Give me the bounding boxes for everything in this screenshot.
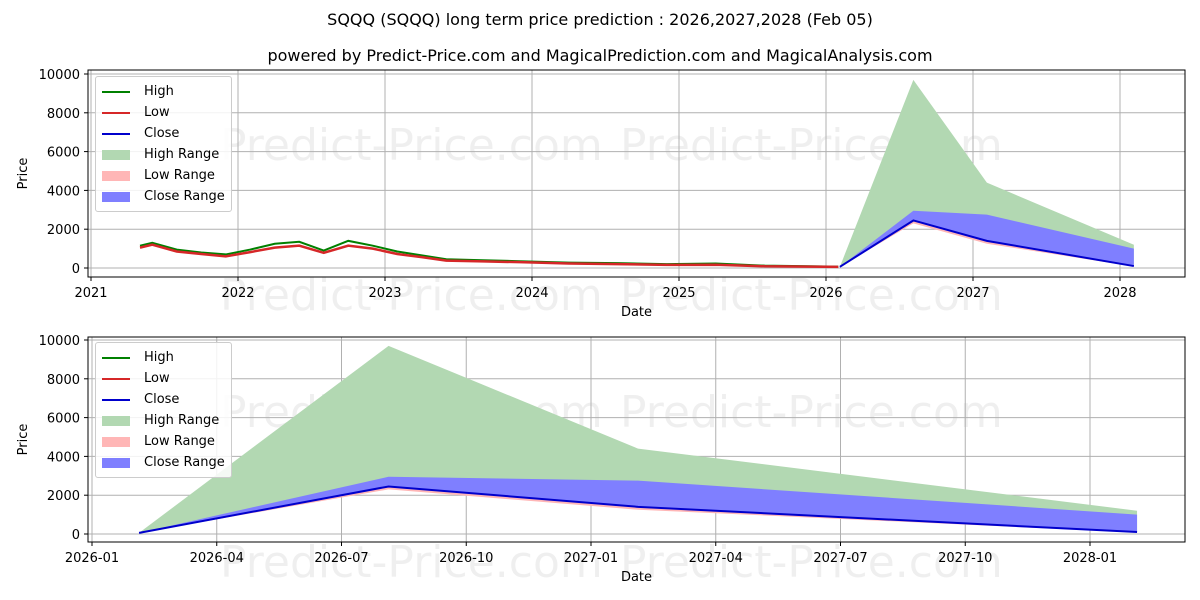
legend-label: Low Range <box>144 434 215 449</box>
legend-bottom: High Low Close High Range Low Range Close Ran… <box>95 342 232 478</box>
x-tick-label: 2027 <box>956 286 989 301</box>
x-tick-label: 2027-10 <box>938 551 992 566</box>
legend-item: High <box>102 81 225 102</box>
x-tick-label: 2026 <box>809 286 842 301</box>
legend-label: High <box>144 84 174 99</box>
low-range-area <box>839 220 1134 267</box>
x-tick-label: 2026-10 <box>439 551 493 566</box>
x-tick-label: 2024 <box>515 286 548 301</box>
legend-item: Close <box>102 389 225 410</box>
legend-item: High Range <box>102 410 225 431</box>
legend-swatch <box>102 436 130 447</box>
x-tick-label: 2021 <box>74 286 107 301</box>
x-tick-label: 2027-07 <box>813 551 867 566</box>
legend-label: High Range <box>144 147 220 162</box>
y-tick-label: 2000 <box>47 223 80 238</box>
legend-swatch <box>102 377 130 380</box>
legend-swatch <box>102 191 130 202</box>
legend-swatch <box>102 149 130 160</box>
plot-area: Predict-Price.com Predict-Price.com Predic… <box>16 68 1186 321</box>
watermark-text: Predict-Price.com <box>220 120 603 171</box>
legend-item: Low <box>102 368 225 389</box>
chart-title: SQQQ (SQQQ) long term price prediction :… <box>327 10 873 29</box>
y-tick-label: 6000 <box>47 412 80 427</box>
legend-label: Close Range <box>144 455 225 470</box>
y-tick-label: 10000 <box>39 68 80 83</box>
legend-item: High <box>102 347 225 368</box>
legend-swatch <box>102 111 130 114</box>
x-tick-label: 2027-04 <box>689 551 743 566</box>
legend-swatch <box>102 457 130 468</box>
legend-swatch <box>102 356 130 359</box>
close-line <box>138 485 1138 534</box>
legend-item: Low Range <box>102 431 225 452</box>
x-tick-label: 2028 <box>1103 286 1136 301</box>
watermark-text: Predict-Price.com <box>220 537 603 588</box>
low-line <box>139 243 839 269</box>
legend-item: Close <box>102 123 225 144</box>
watermark-text: Predict-Price.com <box>620 537 1003 588</box>
x-tick-label: 2028-01 <box>1063 551 1117 566</box>
legend-swatch <box>102 90 130 93</box>
close-line <box>839 219 1135 268</box>
y-tick-label: 8000 <box>47 107 80 122</box>
legend-swatch <box>102 415 130 426</box>
watermark-text: Predict-Price.com <box>620 387 1003 438</box>
legend-swatch <box>102 398 130 401</box>
y-tick-label: 0 <box>72 262 80 277</box>
y-tick-label: 8000 <box>47 373 80 388</box>
x-axis-label: Date <box>621 305 652 320</box>
legend-item: Close Range <box>102 186 225 207</box>
plot-area: Predict-Price.com Predict-Price.com Predic… <box>16 334 1186 588</box>
y-tick-label: 4000 <box>47 450 80 465</box>
low-range-area <box>139 486 1138 533</box>
legend-label: High <box>144 350 174 365</box>
legend-swatch <box>102 170 130 181</box>
axes-frame <box>87 336 1186 543</box>
x-tick-label: 2025 <box>662 286 695 301</box>
legend-label: High Range <box>144 413 220 428</box>
x-tick-label: 2026-04 <box>190 551 244 566</box>
y-tick-label: 2000 <box>47 489 80 504</box>
legend-item: High Range <box>102 144 225 165</box>
legend-label: Low Range <box>144 168 215 183</box>
x-tick-label: 2022 <box>221 286 254 301</box>
legend-label: Low <box>144 105 170 120</box>
chart-subtitle: powered by Predict-Price.com and Magical… <box>267 46 933 65</box>
legend-label: Low <box>144 371 170 386</box>
x-tick-label: 2026-07 <box>314 551 368 566</box>
legend-item: Low Range <box>102 165 225 186</box>
x-tick-label: 2027-01 <box>564 551 618 566</box>
watermark-text: Predict-Price.com <box>220 270 603 321</box>
y-tick-label: 10000 <box>39 334 80 349</box>
legend-item: Low <box>102 102 225 123</box>
watermark-text: Predict-Price.com <box>620 270 1003 321</box>
y-axis-label: Price <box>16 158 31 190</box>
x-tick-label: 2026-01 <box>65 551 119 566</box>
legend-label: Close <box>144 392 180 407</box>
y-tick-label: 4000 <box>47 184 80 199</box>
x-tick-label: 2023 <box>368 286 401 301</box>
y-tick-label: 6000 <box>47 146 80 161</box>
x-axis-label: Date <box>621 570 652 585</box>
y-tick-label: 0 <box>72 528 80 543</box>
legend-item: Close Range <box>102 452 225 473</box>
legend-top: High Low Close High Range Low Range Close Ran… <box>95 76 232 212</box>
legend-label: Close <box>144 126 180 141</box>
legend-swatch <box>102 132 130 135</box>
y-axis-label: Price <box>16 424 31 456</box>
axes-frame <box>87 69 1186 278</box>
legend-label: Close Range <box>144 189 225 204</box>
